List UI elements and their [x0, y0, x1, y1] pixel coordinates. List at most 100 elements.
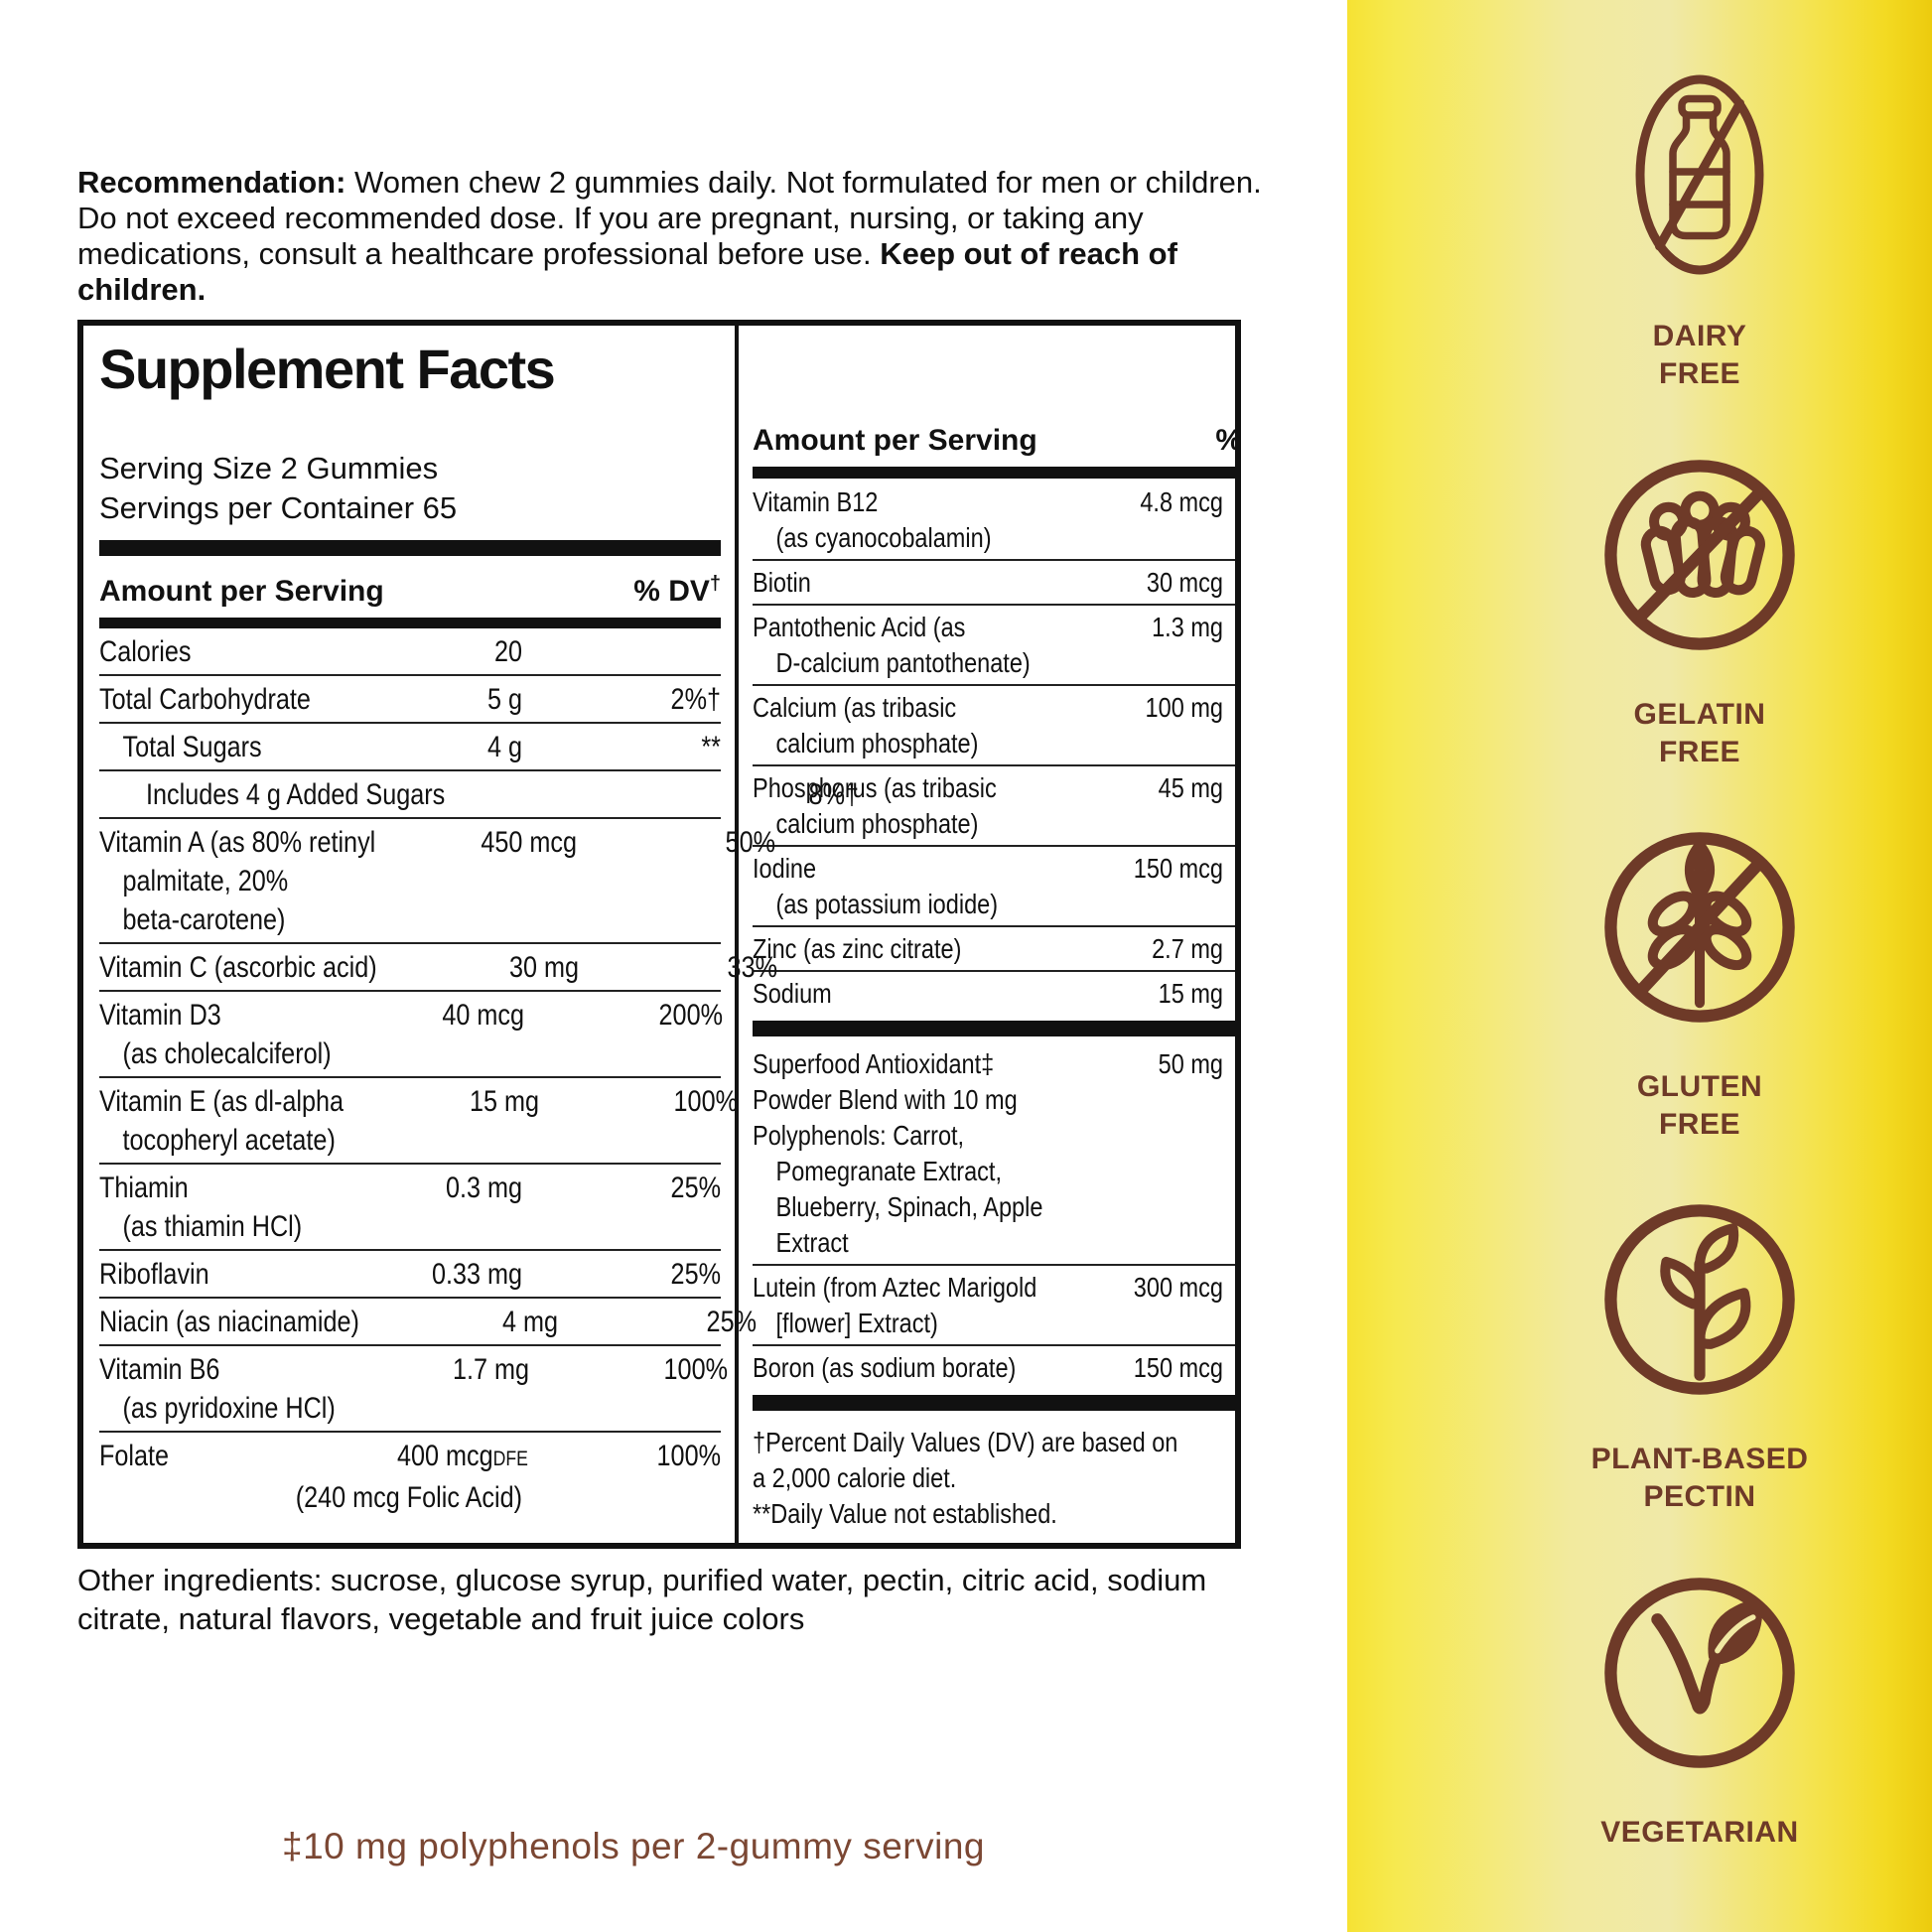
facts-right-column: Amount per Serving % DV† Vitamin B12 (as… [739, 326, 1241, 1543]
badge-label: GELATIN FREE [1633, 698, 1766, 768]
nutrient-name: Phosphorus (as tribasic [753, 772, 997, 803]
footnote-daily-values: †Percent Daily Values (DV) are based on [753, 1427, 1178, 1457]
nutrient-name: Lutein (from Aztec Marigold [753, 1272, 1037, 1303]
nutrient-amount: 30 mcg [1147, 567, 1224, 598]
nutrient-dv: 2%† [670, 683, 721, 716]
footnotes: †Percent Daily Values (DV) are based on … [753, 1417, 1235, 1532]
nutrient-name: Sodium [753, 978, 832, 1009]
nutrient-name: Vitamin B6 [99, 1353, 220, 1386]
nutrient-dv: 25% [670, 1172, 721, 1204]
nutrient-dv: 8% [1236, 690, 1241, 761]
fact-row-thiamin: Thiamin (as thiamin HCl) 0.3 mg 25% [99, 1165, 721, 1251]
nutrient-dv: 33% [727, 951, 777, 984]
nutrient-name: Biotin [753, 567, 811, 598]
nutrient-dv: 200% [1236, 484, 1241, 556]
nutrient-dv: 25% [670, 1258, 721, 1291]
nutrient-name: Pantothenic Acid (as [753, 612, 966, 642]
nutrient-dv: ** [701, 731, 721, 763]
badge-label: VEGETARIAN [1600, 1816, 1799, 1849]
other-ingredients: Other ingredients: sucrose, glucose syru… [77, 1563, 1207, 1636]
nutrient-amount: 4.8 mcg [1140, 486, 1224, 517]
nutrient-name: Folate [99, 1440, 170, 1472]
fact-row-phosphorus: Phosphorus (as tribasic calcium phosphat… [753, 766, 1241, 847]
nutrient-name: Calories [99, 635, 192, 668]
fact-row-niacin: Niacin (as niacinamide) 4 mg 25% [99, 1299, 757, 1346]
badge-gluten-free: GLUTEN FREE [1588, 816, 1811, 1144]
fact-row-zinc: Zinc (as zinc citrate) 2.7 mg 25% [753, 927, 1241, 972]
fact-row-sodium: Sodium 15 mg 1% [753, 972, 1235, 1015]
nutrient-name: Vitamin C (ascorbic acid) [99, 951, 377, 984]
fact-row-folate: Folate 400 mcgDFE 100% (240 mcg Folic Ac… [99, 1433, 721, 1520]
nutrient-dv: 26% [1236, 610, 1241, 681]
recommendation-body: Women chew 2 gummies daily. Not formulat… [77, 165, 1262, 271]
no-dairy-icon [1635, 74, 1764, 275]
nutrient-name: Riboflavin [99, 1258, 209, 1291]
recommendation-warning: Keep out of reach of children. [77, 236, 1177, 307]
nutrient-amount: 30 mg [508, 951, 579, 984]
badge-vegetarian: VEGETARIAN [1588, 1562, 1811, 1852]
nutrient-amount: 45 mg [1158, 772, 1224, 803]
divider-bar [753, 467, 1235, 479]
polyphenol-note: ‡10 mg polyphenols per 2-gummy serving [282, 1826, 985, 1866]
no-gluten-icon [1604, 832, 1795, 1023]
divider-bar [753, 1395, 1235, 1411]
nutrient-dv: 100% [663, 1353, 729, 1386]
nutrient-dv [554, 632, 721, 671]
fact-row-vitamin-a: Vitamin A (as 80% retinyl palmitate, 20%… [99, 819, 775, 944]
nutrient-name: Thiamin [99, 1172, 189, 1204]
nutrient-name: Vitamin A (as 80% retinyl [99, 826, 376, 859]
nutrient-name: Zinc (as zinc citrate) [753, 933, 962, 964]
column-header: Amount per Serving % DV† [753, 424, 1241, 457]
nutrient-dv: 100% [673, 1085, 738, 1118]
nutrient-amount: 50 mg [1158, 1048, 1224, 1079]
nutrient-dv: ** [1236, 1270, 1241, 1341]
fact-row-calcium: Calcium (as tribasic calcium phosphate) … [753, 686, 1241, 766]
fact-row-added-sugars: Includes 4 g Added Sugars 8%† [99, 771, 859, 819]
supplement-facts-panel: Supplement Facts Serving Size 2 Gummies … [77, 320, 1241, 1549]
fact-row-total-carbohydrate: Total Carbohydrate 5 g 2%† [99, 676, 721, 724]
nutrient-amount: 300 mcg [1133, 1272, 1224, 1303]
badge-gelatin-free: GELATIN FREE [1588, 444, 1811, 771]
nutrient-name: Vitamin B12 [753, 486, 879, 517]
badge-label: DAIRY FREE [1652, 320, 1747, 390]
folate-detail: (240 mcg Folic Acid) [295, 1481, 522, 1514]
badge-label: GLUTEN FREE [1636, 1070, 1763, 1141]
nutrient-amount: 150 mcg [1133, 1352, 1224, 1383]
nutrient-amount [535, 775, 660, 814]
plant-based-pectin-icon [1604, 1204, 1795, 1395]
nutrient-dv: 25% [1236, 931, 1241, 967]
divider-bar [99, 618, 721, 628]
vegetarian-icon [1604, 1578, 1795, 1768]
no-gelatin-icon [1604, 460, 1795, 650]
nutrient-amount: 450 mcg [481, 826, 578, 859]
fact-row-vitamin-b6: Vitamin B6 (as pyridoxine HCl) 1.7 mg 10… [99, 1346, 728, 1433]
nutrient-amount: 0.3 mg [445, 1172, 522, 1204]
nutrient-name: Total Sugars [122, 731, 262, 763]
nutrient-dv: 4% [1236, 770, 1241, 842]
recommendation-lead: Recommendation: [77, 165, 346, 200]
nutrient-amount: 15 mg [469, 1085, 539, 1118]
nutrient-dv: 50% [725, 826, 776, 859]
nutrient-dv: 8%† [808, 778, 859, 811]
nutrient-amount: 1.7 mg [453, 1353, 530, 1386]
nutrient-dv: 100% [656, 1440, 721, 1472]
nutrient-dv: 25% [706, 1306, 757, 1338]
recommendation-text: Recommendation: Women chew 2 gummies dai… [77, 165, 1284, 308]
fact-row-pantothenic-acid: Pantothenic Acid (as D-calcium pantothen… [753, 606, 1241, 686]
footnote-dv-not-established: **Daily Value not established. [753, 1498, 1057, 1529]
nutrient-name: Superfood Antioxidant‡ [753, 1048, 995, 1079]
fact-row-vitamin-b12: Vitamin B12 (as cyanocobalamin) 4.8 mcg … [753, 481, 1241, 561]
nutrient-name: Calcium (as tribasic [753, 692, 957, 723]
badge-dairy-free: DAIRY FREE [1625, 62, 1774, 393]
nutrient-amount: 4 g [486, 731, 522, 763]
fact-row-total-sugars: Total Sugars 4 g ** [99, 724, 721, 771]
nutrient-name: Boron (as sodium borate) [753, 1352, 1017, 1383]
nutrient-dv: ** [1236, 1046, 1241, 1261]
nutrient-amount: 4 mg [501, 1306, 558, 1338]
nutrient-amount: 20 [493, 635, 522, 668]
diet-badge-sidebar: DAIRY FREE GELATIN FREE [1347, 0, 1932, 1932]
nutrient-name: Iodine [753, 853, 817, 884]
footnote-daily-values-2: a 2,000 calorie diet. [753, 1462, 957, 1493]
fact-row-vitamin-c: Vitamin C (ascorbic acid) 30 mg 33% [99, 944, 777, 992]
fact-row-vitamin-e: Vitamin E (as dl-alpha tocopheryl acetat… [99, 1078, 738, 1165]
